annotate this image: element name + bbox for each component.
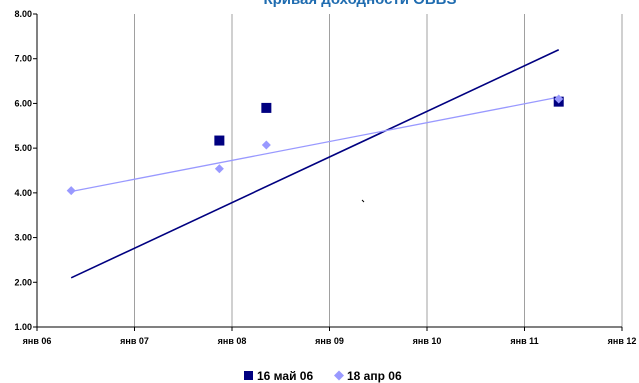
y-tick-label: 6.00 (14, 98, 32, 108)
x-tick-label: янв 08 (218, 336, 247, 346)
data-point-diamond (66, 186, 76, 196)
y-tick-label: 3.00 (14, 233, 32, 243)
trendline-series-2 (71, 96, 559, 193)
y-tick-label: 1.00 (14, 322, 32, 332)
y-tick-labels: 1.00 2.00 3.00 4.00 5.00 6.00 7.00 8.00 (14, 9, 37, 332)
y-tick-label: 7.00 (14, 54, 32, 64)
y-tick-label: 5.00 (14, 143, 32, 153)
stray-mark (361, 199, 365, 203)
data-point-diamond (554, 94, 564, 104)
x-tick-label: янв 10 (413, 336, 442, 346)
legend-marker-diamond (334, 370, 344, 381)
data-point-square (214, 135, 225, 146)
y-tick-label: 2.00 (14, 277, 32, 287)
data-point-diamond (214, 164, 224, 174)
legend-label-series-1: 16 май 06 (257, 369, 313, 383)
legend-label-series-2: 18 апр 06 (347, 369, 402, 383)
x-tick-label: янв 09 (315, 336, 344, 346)
legend-marker-square (244, 371, 253, 380)
data-point-diamond (261, 140, 271, 150)
trendlines (70, 49, 560, 279)
data-points (66, 94, 564, 196)
legend: 16 май 06 18 апр 06 (244, 369, 402, 383)
x-tick-labels: янв 06 янв 07 янв 08 янв 09 янв 10 янв 11 янв … (23, 327, 637, 346)
y-tick-label: 8.00 (14, 9, 32, 19)
x-tick-label: янв 11 (510, 336, 538, 346)
data-point-square (261, 102, 272, 113)
x-tick-label: янв 12 (608, 336, 637, 346)
x-tick-label: янв 06 (23, 336, 52, 346)
gridlines (134, 14, 623, 327)
chart-title: Кривая доходности OBBS (263, 0, 456, 8)
trendline-series-1 (70, 49, 560, 279)
x-tick-label: янв 07 (120, 336, 149, 346)
y-tick-label: 4.00 (14, 188, 32, 198)
